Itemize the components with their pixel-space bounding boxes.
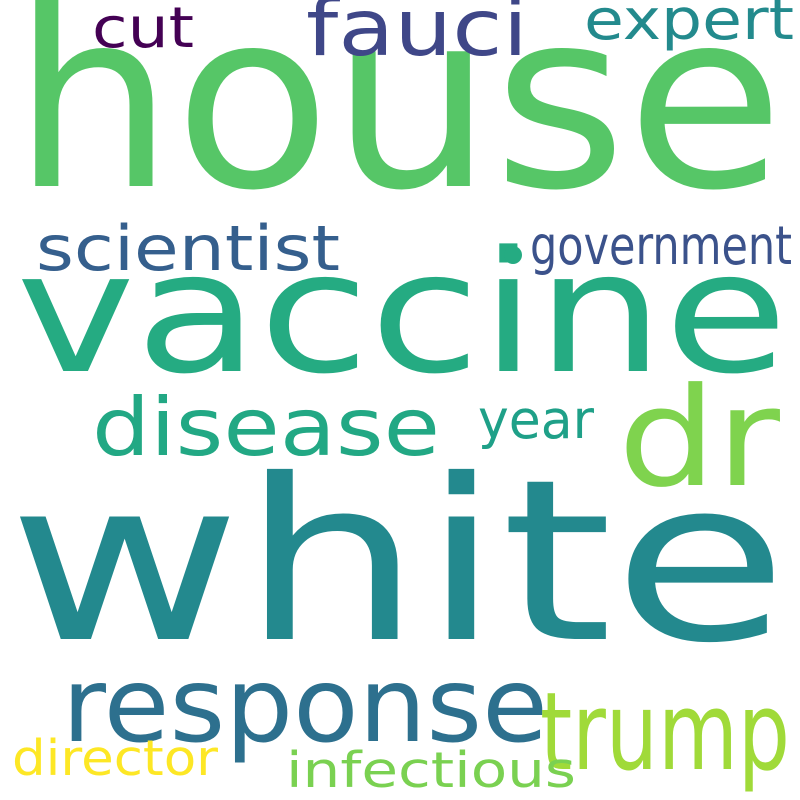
word-year: year [478,388,594,452]
word-vaccine: vaccine [16,215,788,411]
word-government: government [530,214,792,278]
word-cut: cut [92,0,194,61]
word-director: director [12,728,219,787]
word-dr: dr [618,358,780,518]
word-white: white [8,431,788,692]
word-scientist: scientist [36,212,340,286]
word-trump: trump [540,669,790,795]
word-fauci: fauci [306,0,528,75]
dot-mark [504,246,522,264]
word-expert: expert [584,0,794,53]
word-disease: disease [92,380,440,475]
word-response: response [62,646,548,767]
word-house: house [12,0,784,246]
word-infectious: infectious [286,740,576,799]
